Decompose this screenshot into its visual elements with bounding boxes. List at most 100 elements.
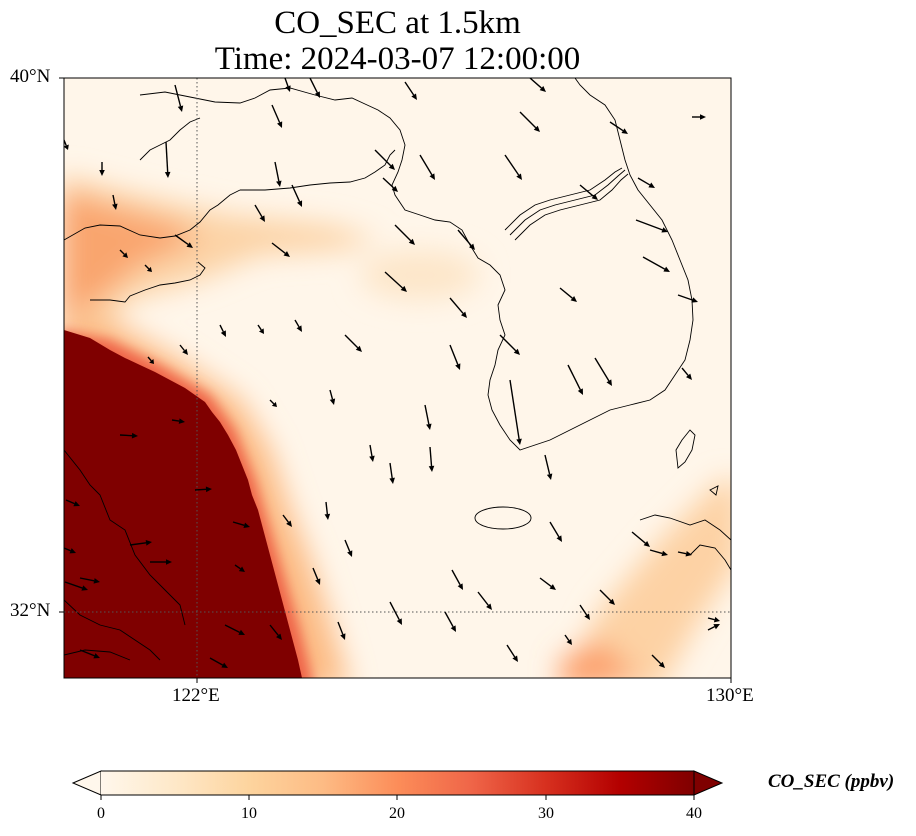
wind-arrow-shaft xyxy=(329,389,334,400)
wind-arrow-head xyxy=(369,455,375,462)
wind-arrow-head xyxy=(606,379,612,386)
wind-arrow-shaft xyxy=(594,357,610,382)
wind-arrow-shaft xyxy=(649,549,663,555)
colorbar-extend-min xyxy=(71,770,102,796)
map-title-line1: CO_SEC at 1.5km xyxy=(274,5,521,41)
wind-arrow-head xyxy=(713,616,720,623)
colorbar xyxy=(71,770,724,800)
wind-arrow-shaft xyxy=(174,234,189,246)
wind-arrow-head xyxy=(286,520,292,527)
colorbar-tick-40: 40 xyxy=(686,805,702,822)
wind-arrow-head xyxy=(396,618,402,625)
wind-arrow-head xyxy=(556,535,562,542)
wind-arrow-head xyxy=(621,128,628,134)
wind-arrow-shaft xyxy=(257,324,262,331)
wind-arrow-shaft xyxy=(271,104,281,123)
wind-arrow-shaft xyxy=(129,542,147,546)
wind-arrow-shaft xyxy=(544,454,551,475)
wind-arrow-head xyxy=(516,173,522,180)
wind-arrow-shaft xyxy=(144,264,150,270)
wind-arrow-shaft xyxy=(419,154,433,176)
wind-arrow-head xyxy=(285,85,291,92)
wind-arrow-head xyxy=(566,638,572,645)
wind-arrow-head xyxy=(347,550,353,557)
wind-arrow-shaft xyxy=(457,229,472,246)
wind-arrow-head xyxy=(314,91,320,98)
wind-arrow-head xyxy=(643,541,650,547)
wind-arrow-head xyxy=(271,401,277,407)
wind-arrow-head xyxy=(408,238,415,245)
wind-arrow-head xyxy=(549,584,556,590)
wind-arrow-shaft xyxy=(424,404,430,425)
wind-arrow-shaft xyxy=(609,121,624,132)
wind-arrow-shaft xyxy=(337,621,344,635)
wind-arrow-shaft xyxy=(234,564,241,570)
co-field-saturated xyxy=(64,330,302,678)
wind-arrow-head xyxy=(516,438,522,445)
wind-arrow-shaft xyxy=(635,219,663,231)
wind-arrow-head xyxy=(315,578,321,585)
colorbar-tick-20: 20 xyxy=(389,805,405,822)
wind-arrow-shaft xyxy=(506,644,516,658)
wind-arrow-shaft xyxy=(384,271,404,289)
wind-arrow-shaft xyxy=(282,514,289,523)
wind-arrow-shaft xyxy=(389,601,400,621)
wind-arrow-shaft xyxy=(404,81,415,96)
wind-arrow-shaft xyxy=(112,194,116,205)
wind-arrow-head xyxy=(486,603,492,610)
wind-arrow-shaft xyxy=(529,78,542,89)
wind-arrow-shaft xyxy=(599,589,612,602)
wind-arrow-shaft xyxy=(707,617,715,621)
wind-arrow-head xyxy=(164,171,171,178)
wind-arrow-shaft xyxy=(449,344,459,365)
wind-arrow-shaft xyxy=(64,581,83,589)
wind-arrow-shaft xyxy=(451,569,461,586)
wind-arrow-shaft xyxy=(369,444,373,457)
wind-arrow-shaft xyxy=(284,78,289,87)
wind-arrow-shaft xyxy=(209,657,224,666)
wind-arrow-head xyxy=(238,566,245,572)
wind-arrow-head xyxy=(685,551,692,557)
lon-tick-label-130: 130°E xyxy=(706,685,754,706)
wind-arrow-head xyxy=(122,252,128,258)
wind-arrow-shaft xyxy=(291,184,301,202)
wind-arrow-shaft xyxy=(64,547,71,552)
wind-arrow-shaft xyxy=(65,499,75,505)
wind-arrow-head xyxy=(584,613,590,620)
wind-arrow-shaft xyxy=(232,521,245,526)
wind-arrow-shaft xyxy=(539,577,552,587)
wind-arrow-head xyxy=(389,477,395,484)
wind-arrow-head xyxy=(243,522,250,528)
wind-arrow-shaft xyxy=(707,626,715,631)
wind-arrow-head xyxy=(455,363,461,370)
wind-arrow-head xyxy=(186,242,193,248)
wind-arrow-head xyxy=(570,296,577,302)
wind-arrow-head xyxy=(182,348,188,355)
wind-arrow-shaft xyxy=(254,204,263,218)
wind-arrow-shaft xyxy=(79,649,95,657)
wind-arrow-head xyxy=(69,548,76,554)
wind-arrow-shaft xyxy=(677,294,693,301)
wind-arrow-head xyxy=(276,633,282,640)
wind-arrow-head xyxy=(258,328,264,334)
wind-arrow-shaft xyxy=(274,161,280,182)
wind-arrow-shaft xyxy=(119,249,125,255)
wind-arrow-head xyxy=(296,325,302,332)
wind-arrow-shaft xyxy=(309,78,318,93)
wind-arrow-shaft xyxy=(171,419,180,422)
wind-arrow-head xyxy=(99,170,105,176)
wind-arrow-head xyxy=(468,243,475,250)
wind-arrow-shaft xyxy=(504,154,520,176)
colorbar-extend-max xyxy=(693,770,724,796)
wind-arrow-head xyxy=(177,105,184,112)
wind-arrow-shaft xyxy=(642,256,666,270)
wind-arrow-shaft xyxy=(224,624,240,633)
wind-arrow-shaft xyxy=(294,319,300,328)
wind-arrow-shaft xyxy=(519,111,537,129)
wind-arrow-shaft xyxy=(219,324,224,332)
wind-arrow-head xyxy=(608,598,615,605)
wind-arrow-head xyxy=(324,513,331,520)
wind-arrow-shaft xyxy=(165,141,169,173)
wind-arrow-shaft xyxy=(312,567,319,580)
wind-vectors xyxy=(64,78,720,668)
